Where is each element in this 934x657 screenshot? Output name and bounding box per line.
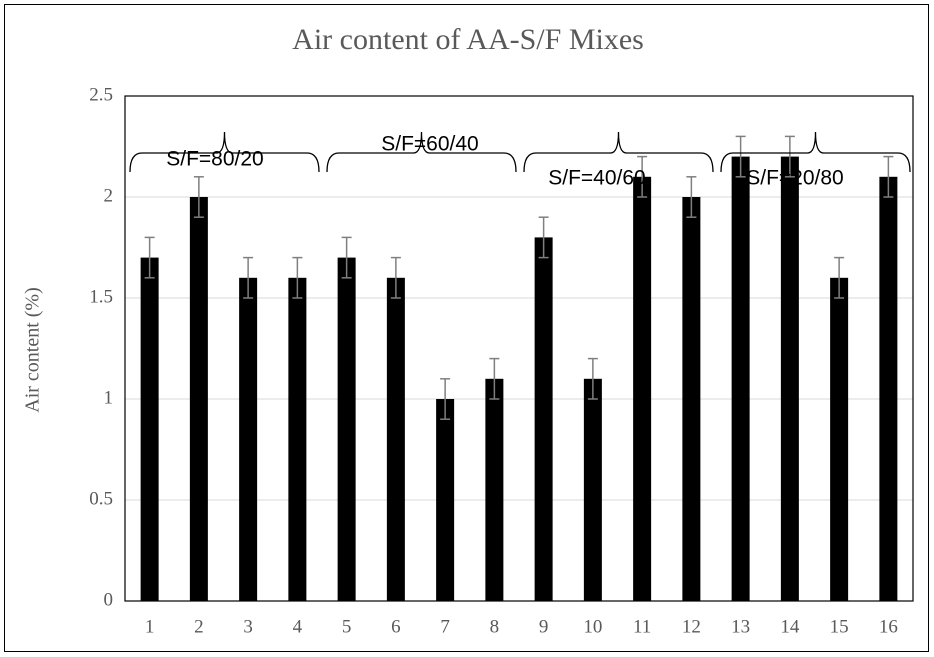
error-bar [489, 357, 500, 400]
x-tick-label: 15 [830, 616, 849, 637]
group-label: S/F=40/60 [548, 167, 645, 190]
group-brace [523, 131, 714, 173]
error-bar [587, 357, 598, 400]
error-bar [883, 155, 894, 198]
bar [731, 156, 750, 601]
bar [780, 156, 799, 601]
bar [386, 277, 405, 601]
error-bar [637, 155, 648, 198]
y-tick-label: 1 [104, 387, 114, 408]
error-bar [834, 256, 845, 299]
bar [485, 378, 504, 601]
plot-frame [124, 95, 914, 602]
bar [140, 257, 159, 601]
group-brace [720, 131, 911, 173]
x-tick-label: 14 [780, 616, 800, 637]
x-tick-label: 6 [391, 616, 401, 637]
group-label: S/F=60/40 [381, 133, 478, 156]
x-tick-label: 8 [490, 616, 500, 637]
error-bar [538, 216, 549, 259]
bar [830, 277, 849, 601]
y-axis-label: Air content (%) [22, 287, 44, 413]
bar [288, 277, 307, 601]
x-tick-label: 4 [293, 616, 303, 637]
group-brace [129, 131, 320, 173]
group-label: S/F=80/20 [166, 148, 263, 171]
x-tick-label: 9 [539, 616, 549, 637]
y-tick-label: 2 [104, 185, 114, 206]
error-bar [784, 135, 795, 178]
error-bar [292, 256, 303, 299]
bar [633, 176, 652, 602]
error-bar [243, 256, 254, 299]
error-bar [144, 236, 155, 279]
bar [189, 197, 208, 601]
bar [337, 257, 356, 601]
x-tick-label: 16 [879, 616, 898, 637]
x-tick-label: 12 [682, 616, 701, 637]
y-tick-label: 2.5 [89, 84, 113, 105]
group-brace [326, 131, 517, 173]
x-tick-label: 7 [440, 616, 450, 637]
bar [436, 399, 455, 601]
error-bar [193, 176, 204, 218]
x-tick-label: 10 [583, 616, 602, 637]
bar [879, 176, 898, 602]
error-bar [735, 135, 746, 178]
x-tick-label: 1 [145, 616, 155, 637]
bar [534, 237, 553, 601]
x-tick-label: 2 [194, 616, 204, 637]
x-tick-label: 11 [633, 616, 651, 637]
bar [682, 197, 701, 601]
x-tick-label: 13 [731, 616, 750, 637]
group-label: S/F=20/80 [746, 167, 843, 190]
x-tick-label: 5 [342, 616, 352, 637]
bar [239, 277, 258, 601]
error-bar [686, 176, 697, 218]
y-tick-label: 0.5 [89, 488, 113, 509]
y-tick-label: 1.5 [89, 286, 113, 307]
bar [583, 378, 602, 601]
error-bar [341, 236, 352, 279]
y-tick-label: 0 [104, 589, 114, 610]
error-bar [390, 256, 401, 299]
x-tick-label: 3 [243, 616, 253, 637]
error-bar [440, 378, 451, 420]
chart-title: Air content of AA-S/F Mixes [292, 23, 644, 56]
